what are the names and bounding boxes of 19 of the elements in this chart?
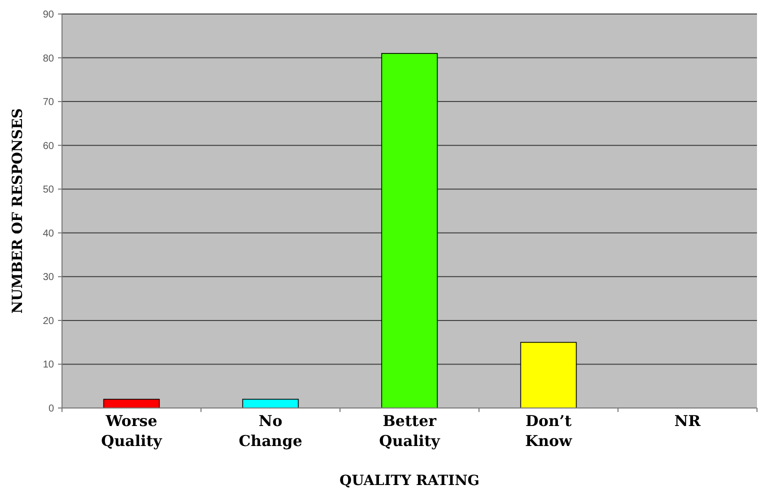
y-tick-label: 40 xyxy=(42,228,54,240)
y-tick-label: 30 xyxy=(42,272,54,284)
x-tick-label: Better Quality xyxy=(379,412,442,450)
y-tick-label: 50 xyxy=(42,184,54,196)
x-tick-label: No Change xyxy=(238,412,302,450)
bar xyxy=(520,342,577,408)
y-tick-label: 80 xyxy=(42,53,54,64)
bar xyxy=(381,53,438,408)
y-tick-label: 0 xyxy=(48,404,54,414)
y-tick-label: 90 xyxy=(42,10,54,20)
y-tick-label: 60 xyxy=(42,140,54,152)
x-tick-label: Worse Quality xyxy=(101,412,164,450)
x-tick-label: Don’t Know xyxy=(525,412,574,450)
y-tick-label: 10 xyxy=(42,360,54,371)
y-tick-label: 70 xyxy=(42,97,54,108)
y-axis-title: NUMBER OF RESPONSES xyxy=(10,108,26,314)
x-tick-label: NR xyxy=(674,412,702,430)
x-axis-title: QUALITY RATING xyxy=(340,473,480,489)
y-tick-label: 20 xyxy=(42,316,54,327)
